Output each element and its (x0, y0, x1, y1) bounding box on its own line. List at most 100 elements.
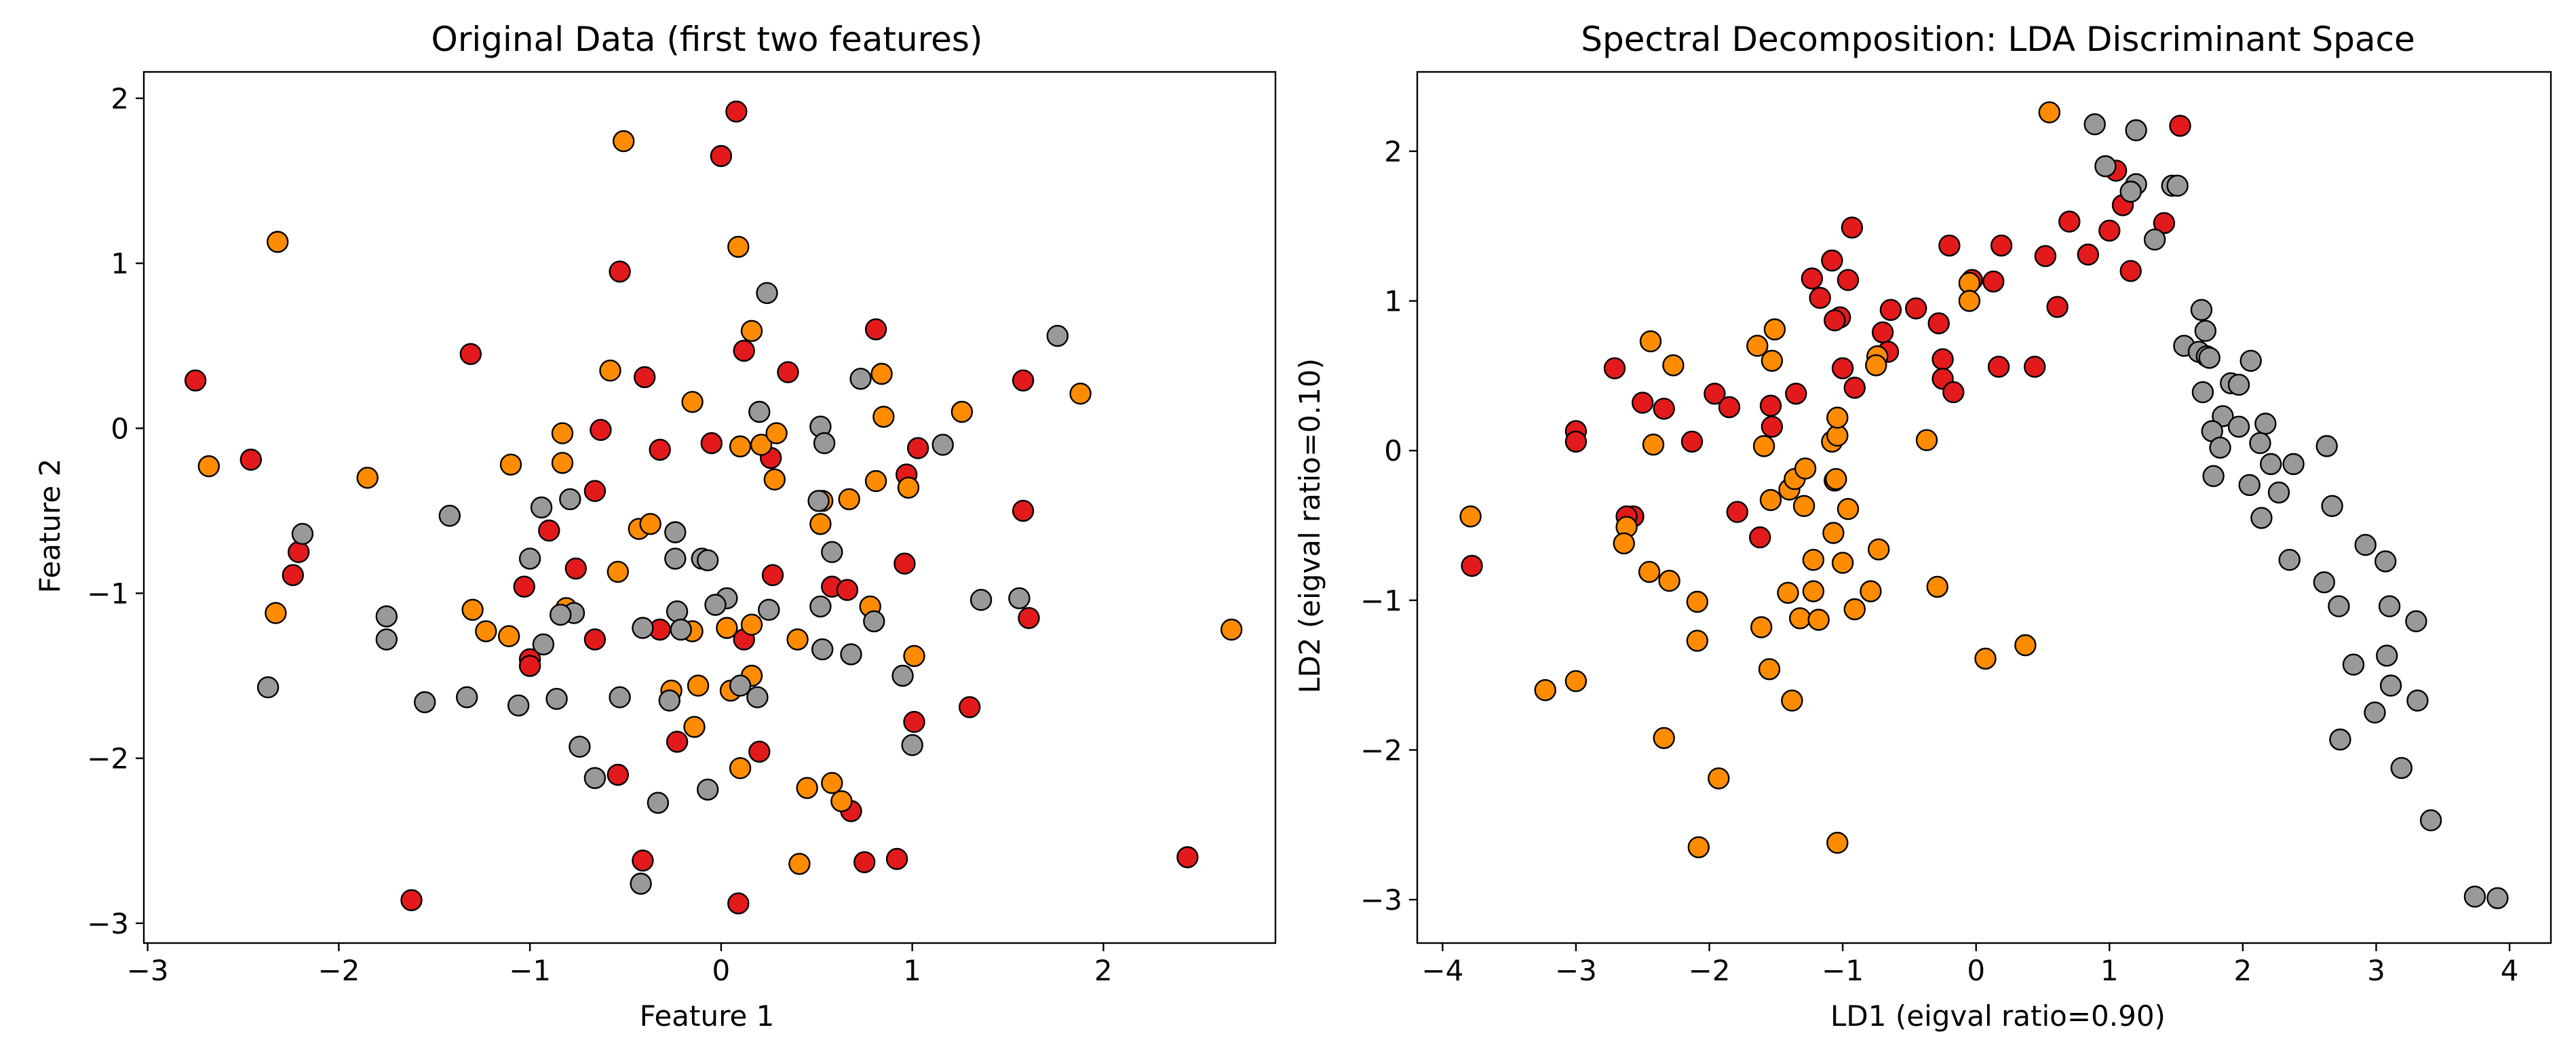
right-point-s2-35 (2313, 571, 2336, 594)
left-point-s2-6 (931, 434, 954, 456)
right-point-s2-21 (2227, 415, 2250, 438)
left-point-s2-43 (840, 643, 862, 666)
right-point-s0-18 (1982, 270, 2005, 293)
right-point-s0-35 (1704, 383, 1726, 405)
right-point-s1-16 (1759, 488, 1782, 512)
left-point-s0-31 (1018, 607, 1040, 630)
right-point-s0-12 (1841, 216, 1864, 239)
right-point-s2-20 (2209, 436, 2231, 459)
right-point-s1-13 (1915, 429, 1938, 451)
right-point-s1-46 (1459, 505, 1482, 528)
right-point-s0-37 (1653, 398, 1675, 420)
right-point-s1-22 (1837, 498, 1860, 520)
right-point-s0-7 (2034, 245, 2057, 267)
left-point-s2-28 (632, 617, 654, 639)
left-point-s2-11 (518, 548, 541, 570)
right-point-s2-41 (2379, 674, 2402, 697)
right-y-tick-label: 1 (1384, 285, 1402, 318)
left-point-s1-30 (498, 625, 520, 647)
right-point-s0-10 (2046, 296, 2069, 318)
left-point-s0-7 (634, 366, 656, 389)
right-point-s0-38 (1631, 391, 1654, 414)
left-x-tick-label: −2 (318, 954, 360, 987)
right-point-s2-31 (2321, 495, 2343, 517)
right-point-s0-26 (1931, 348, 1954, 370)
left-point-s0-3 (459, 343, 482, 365)
left-y-tick-label: 1 (111, 247, 129, 280)
right-point-s0-5 (2058, 210, 2081, 233)
left-point-s0-45 (727, 892, 750, 915)
right-point-s2-39 (2342, 653, 2365, 676)
left-point-s1-28 (461, 598, 484, 621)
right-point-s0-20 (1904, 297, 1927, 320)
right-point-s0-13 (1821, 249, 1843, 272)
right-point-s1-45 (2014, 634, 2037, 657)
right-point-s1-39 (1788, 607, 1811, 630)
right-point-s1-5 (1639, 330, 1662, 353)
left-axes-frame (142, 71, 1277, 944)
left-point-s1-43 (729, 756, 752, 780)
left-point-s0-33 (518, 655, 541, 677)
right-point-s0-39 (1603, 357, 1626, 379)
right-point-s1-32 (1831, 552, 1854, 574)
right-y-tick-label: −2 (1360, 733, 1402, 767)
right-point-s2-48 (2486, 887, 2509, 910)
right-point-s0-43 (1761, 415, 1784, 438)
right-point-s2-14 (2191, 381, 2214, 404)
right-point-s2-44 (2329, 728, 2351, 751)
left-point-s0-38 (607, 763, 629, 786)
right-point-s2-26 (2267, 481, 2290, 504)
right-x-axis-label: LD1 (eigval ratio=0.90) (1830, 999, 2166, 1033)
right-point-s0-34 (1759, 394, 1782, 417)
right-point-s1-28 (1658, 569, 1680, 592)
right-point-s0-32 (1785, 383, 1807, 405)
right-point-s2-32 (2354, 534, 2377, 556)
right-point-s1-9 (1865, 354, 1887, 377)
left-point-s2-21 (758, 598, 780, 621)
right-point-s2-46 (2419, 809, 2442, 832)
right-point-s1-42 (1758, 658, 1781, 680)
left-point-s1-45 (821, 771, 843, 794)
left-point-s1-14 (729, 435, 752, 458)
left-point-s0-40 (632, 849, 654, 872)
left-point-s0-4 (184, 369, 207, 391)
left-point-s2-44 (891, 664, 914, 687)
left-point-s1-10 (356, 467, 379, 489)
left-point-s2-32 (532, 633, 555, 655)
left-point-s2-35 (456, 686, 478, 708)
right-point-s1-4 (1746, 334, 1769, 357)
right-point-s1-47 (1534, 679, 1556, 702)
left-point-s0-21 (513, 575, 535, 598)
right-point-s1-26 (1613, 532, 1635, 555)
right-point-s2-2 (2094, 155, 2117, 178)
left-point-s1-7 (950, 400, 974, 423)
right-x-tick-label: −4 (1421, 954, 1463, 987)
left-point-s1-29 (475, 620, 497, 642)
right-point-s0-23 (1824, 309, 1846, 332)
left-point-s0-44 (400, 889, 423, 912)
right-y-tick-label: 0 (1384, 434, 1402, 467)
right-point-s0-11 (1938, 234, 1961, 257)
right-x-tick-label: 4 (2501, 954, 2519, 987)
left-point-s2-40 (729, 674, 752, 697)
left-point-s2-34 (414, 691, 436, 714)
right-point-s2-15 (2239, 349, 2262, 372)
right-point-s0-41 (1564, 430, 1588, 453)
left-point-s1-25 (639, 513, 661, 535)
left-y-tick-label: 2 (111, 82, 129, 115)
right-point-s1-21 (1825, 467, 1847, 491)
right-x-tick-label: −1 (1822, 954, 1864, 987)
right-chart-title: Spectral Decomposition: LDA Discriminant… (1581, 20, 2415, 59)
left-point-s2-22 (809, 595, 832, 618)
left-plot-area: −3 −2 −1 0 1 2 −3 −2 −1 0 1 2 (87, 71, 1277, 987)
left-point-s2-19 (704, 594, 727, 616)
right-point-s2-4 (2119, 180, 2142, 203)
right-point-s0-19 (1879, 299, 1902, 321)
left-point-s0-37 (748, 740, 771, 763)
left-point-s1-2 (727, 235, 750, 258)
right-point-s1-40 (1807, 609, 1830, 631)
right-axes-frame (1416, 71, 2552, 944)
right-point-s2-28 (2238, 474, 2261, 497)
left-x-tick-label: −1 (509, 954, 551, 987)
